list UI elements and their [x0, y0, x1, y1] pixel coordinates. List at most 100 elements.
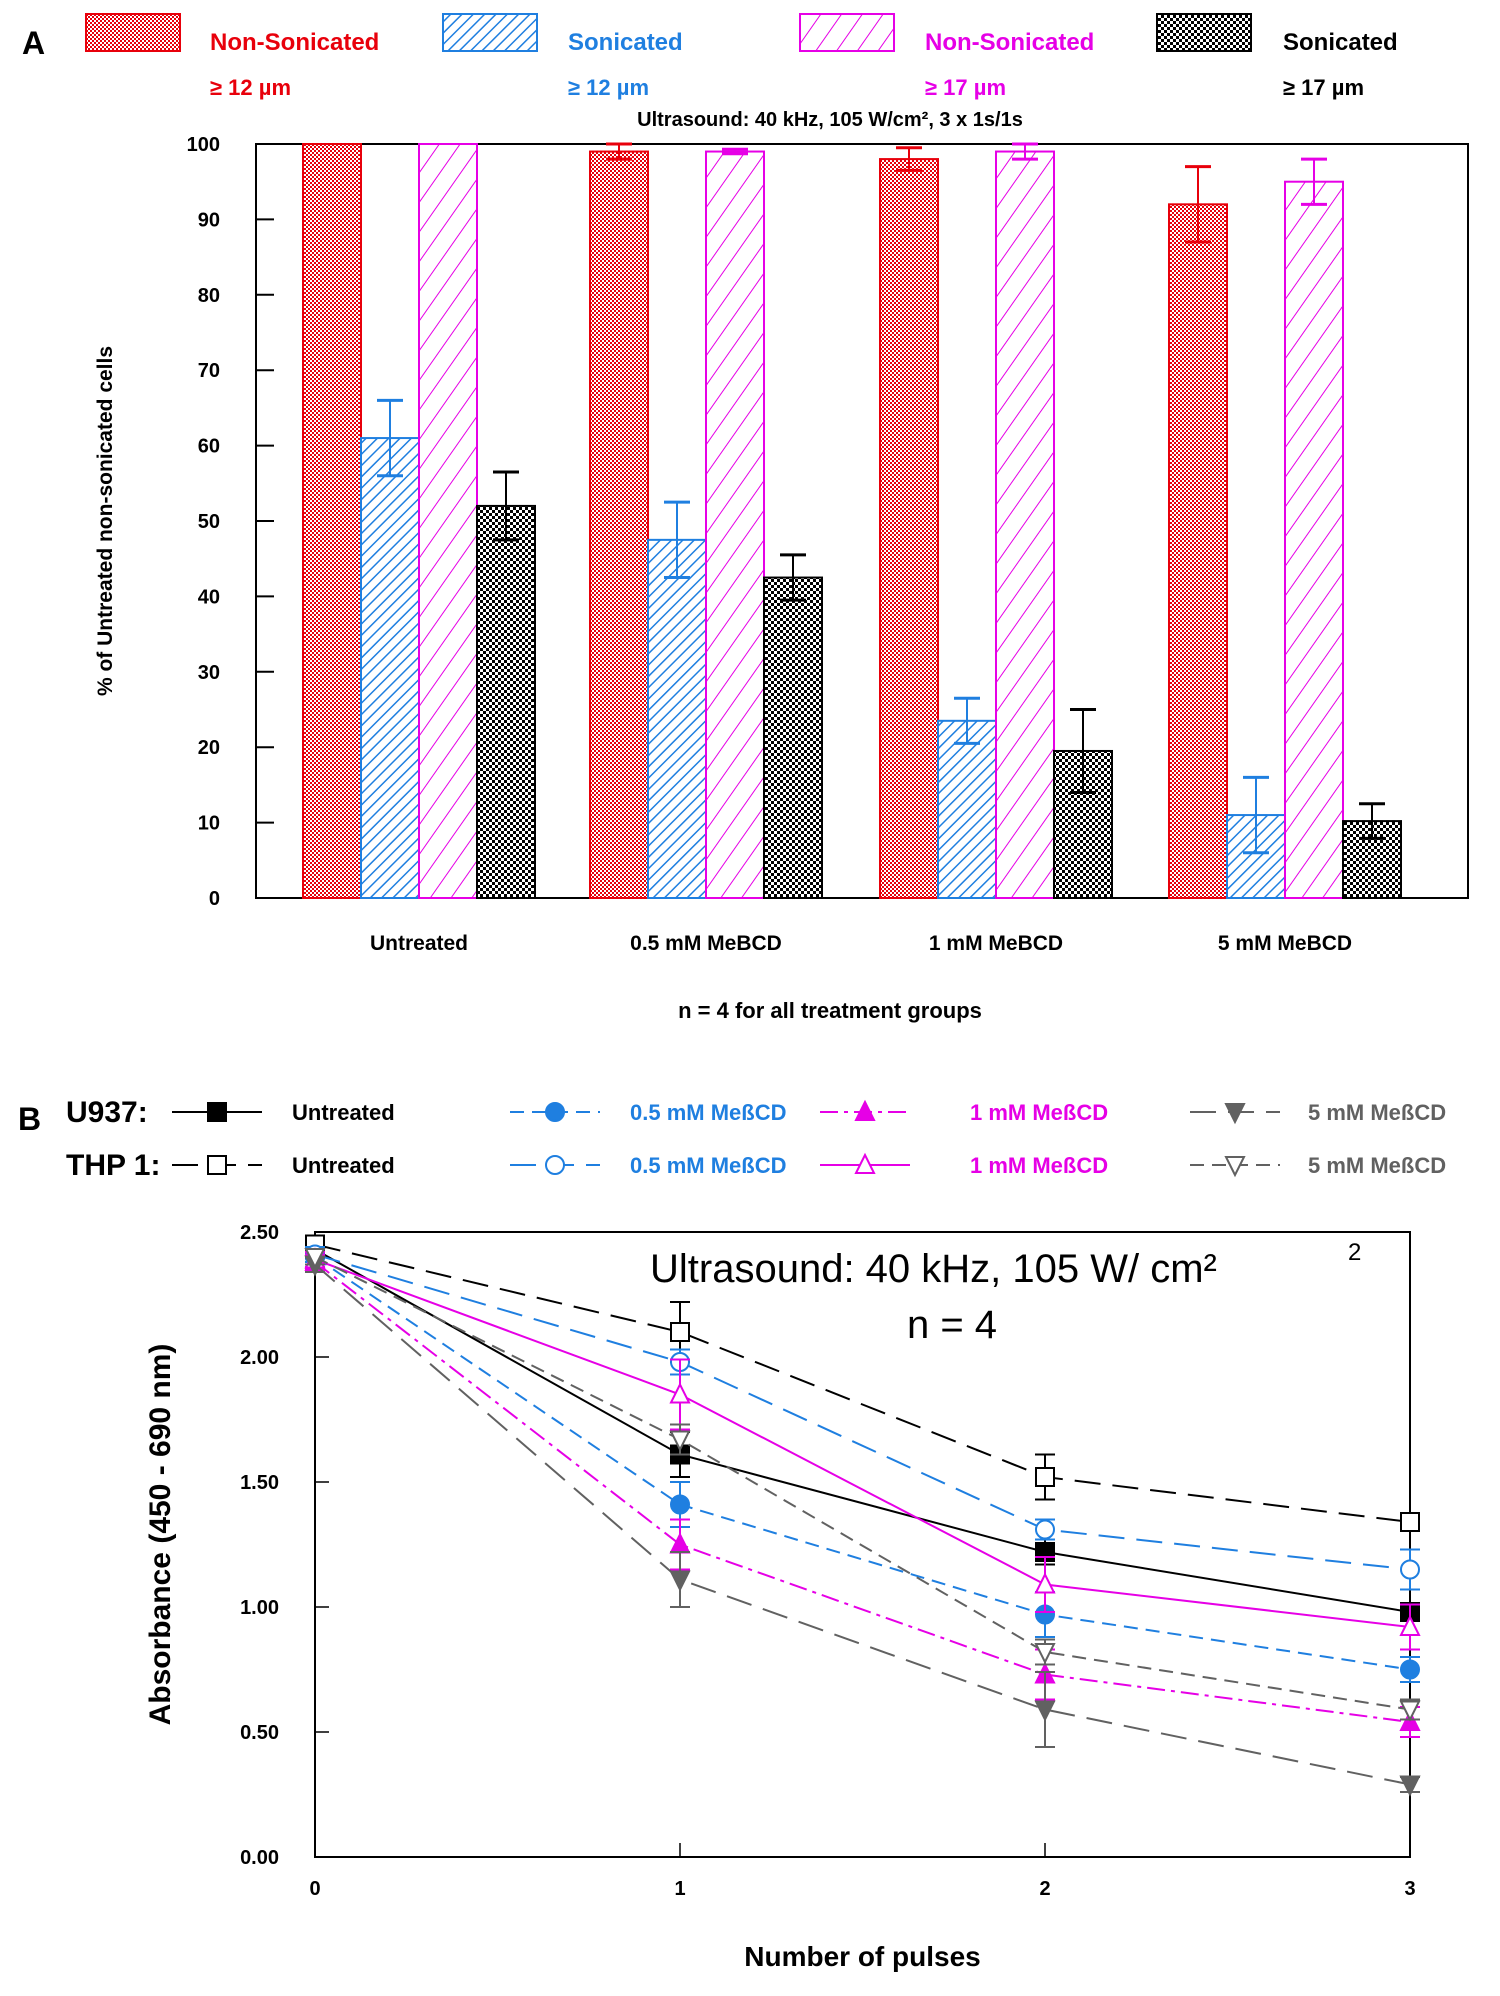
- x-tick-label: 0: [309, 1878, 320, 1900]
- series-line: [314, 1263, 1411, 1786]
- x-tick-label: 2: [1039, 1878, 1050, 1900]
- data-point: [1399, 1614, 1421, 1636]
- series-line: [314, 1258, 1411, 1628]
- legend-label: 0.5 mM MeßCD: [630, 1100, 786, 1125]
- y-axis-label: % of Untreated non-sonicated cells: [94, 346, 117, 696]
- bar: [360, 437, 420, 899]
- legend-swatch: [85, 13, 181, 52]
- legend-b: U937: THP 1: Untreated Untreated 0.5 mM MeßC…: [66, 1096, 1446, 1182]
- chart-a-title: Ultrasound: 40 kHz, 105 W/cm², 3 x 1s/1s: [637, 109, 1023, 131]
- y-tick-label: 80: [198, 285, 220, 307]
- legend-swatch: [442, 13, 538, 52]
- legend-marker: [1224, 1103, 1246, 1125]
- data-point: [304, 1248, 326, 1270]
- bar: [705, 150, 765, 900]
- x-tick-label: 1 mM MeBCD: [929, 932, 1063, 955]
- bar: [1168, 203, 1228, 899]
- data-point: [1399, 1700, 1421, 1722]
- y-tick-label: 0: [209, 888, 220, 910]
- legend-label: Non-Sonicated: [925, 29, 1094, 56]
- bar: [476, 504, 536, 899]
- data-point: [669, 1532, 691, 1554]
- y-tick-label: 100: [187, 134, 220, 156]
- series-line: [314, 1256, 1411, 1711]
- y-tick-label: 90: [198, 209, 220, 231]
- y-tick-label: 1.50: [240, 1472, 279, 1494]
- legend-marker: [854, 1099, 876, 1121]
- x-tick-label: 3: [1404, 1878, 1415, 1900]
- series-line: [314, 1243, 1411, 1523]
- y-tick-label: 70: [198, 360, 220, 382]
- y-tick-label: 10: [198, 813, 220, 835]
- legend-group-label: U937:: [66, 1096, 148, 1129]
- legend-label: Untreated: [292, 1153, 395, 1178]
- data-point: [669, 1382, 691, 1404]
- data-point: [1399, 1775, 1421, 1797]
- legend-label: Untreated: [292, 1100, 395, 1125]
- series-line: [314, 1253, 1411, 1571]
- x-axis-label: Number of pulses: [744, 1941, 980, 1972]
- legend-swatch: [1156, 13, 1252, 52]
- legend-marker: [545, 1102, 565, 1122]
- data-point: [670, 1322, 690, 1342]
- series-line: [314, 1248, 1411, 1613]
- panel-label-a: A: [22, 25, 45, 61]
- legend-marker: [207, 1155, 227, 1175]
- y-tick-label: 40: [198, 586, 220, 608]
- legend-size-label: ≥ 17 µm: [925, 75, 1006, 100]
- bar: [937, 719, 997, 899]
- bar: [302, 143, 362, 899]
- x-tick-label: 0.5 mM MeBCD: [630, 932, 782, 955]
- data-point: [1400, 1559, 1420, 1580]
- x-tick-label: Untreated: [370, 932, 468, 955]
- bar: [1284, 180, 1344, 899]
- legend-marker: [854, 1152, 876, 1174]
- legend-swatch: [799, 13, 895, 52]
- legend-size-label: ≥ 12 µm: [210, 75, 291, 100]
- x-axis-label: n = 4 for all treatment groups: [678, 998, 982, 1023]
- y-tick-label: 60: [198, 436, 220, 458]
- annotation-n: n = 4: [907, 1303, 997, 1347]
- chart-b: 0.00 0.50 1.00 1.50 2.00 2.50 0 1 2 3 Absorbance (…: [144, 1222, 1421, 1972]
- y-tick-label: 0.50: [240, 1722, 279, 1744]
- x-tick-label: 1: [674, 1878, 685, 1900]
- bar: [647, 538, 707, 899]
- y-tick-label: 0.00: [240, 1847, 279, 1869]
- y-tick-label: 20: [198, 737, 220, 759]
- chart-a: 0 10 20 30 40 50 60 70 80 90 100 % of Untreated non…: [94, 134, 1469, 1023]
- legend-marker: [545, 1155, 565, 1175]
- plot-frame: [314, 1231, 1411, 1858]
- legend-label: Sonicated: [1283, 29, 1398, 56]
- data-point: [1034, 1643, 1056, 1665]
- legend-label: Sonicated: [568, 29, 683, 56]
- legend-size-label: ≥ 12 µm: [568, 75, 649, 100]
- series-line: [314, 1256, 1411, 1671]
- bar: [418, 143, 478, 899]
- data-point: [1035, 1467, 1055, 1487]
- data-point: [670, 1494, 690, 1515]
- y-tick-label: 30: [198, 662, 220, 684]
- bar: [763, 576, 823, 899]
- data-point: [1400, 1512, 1420, 1532]
- legend-label: 1 mM MeßCD: [970, 1153, 1108, 1178]
- y-axis-label: Absorbance (450 - 690 nm): [144, 1344, 177, 1726]
- legend-group-label: THP 1:: [66, 1149, 160, 1182]
- bar: [995, 150, 1055, 900]
- legend-marker: [1224, 1156, 1246, 1178]
- annotation-ultrasound: Ultrasound: 40 kHz, 105 W/ cm²: [650, 1247, 1217, 1291]
- y-tick-label: 2.00: [240, 1347, 279, 1369]
- y-tick-label: 1.00: [240, 1597, 279, 1619]
- data-point: [1035, 1519, 1055, 1540]
- legend-label: 1 mM MeßCD: [970, 1100, 1108, 1125]
- x-tick-label: 5 mM MeBCD: [1218, 932, 1352, 955]
- bar: [589, 150, 649, 900]
- legend-size-label: ≥ 17 µm: [1283, 75, 1364, 100]
- data-point: [1400, 1659, 1420, 1680]
- legend-label: 0.5 mM MeßCD: [630, 1153, 786, 1178]
- data-point: [669, 1430, 691, 1452]
- legend-label: 5 mM MeßCD: [1308, 1153, 1446, 1178]
- legend-label: Non-Sonicated: [210, 29, 379, 56]
- data-point: [1034, 1700, 1056, 1722]
- data-point: [669, 1570, 691, 1592]
